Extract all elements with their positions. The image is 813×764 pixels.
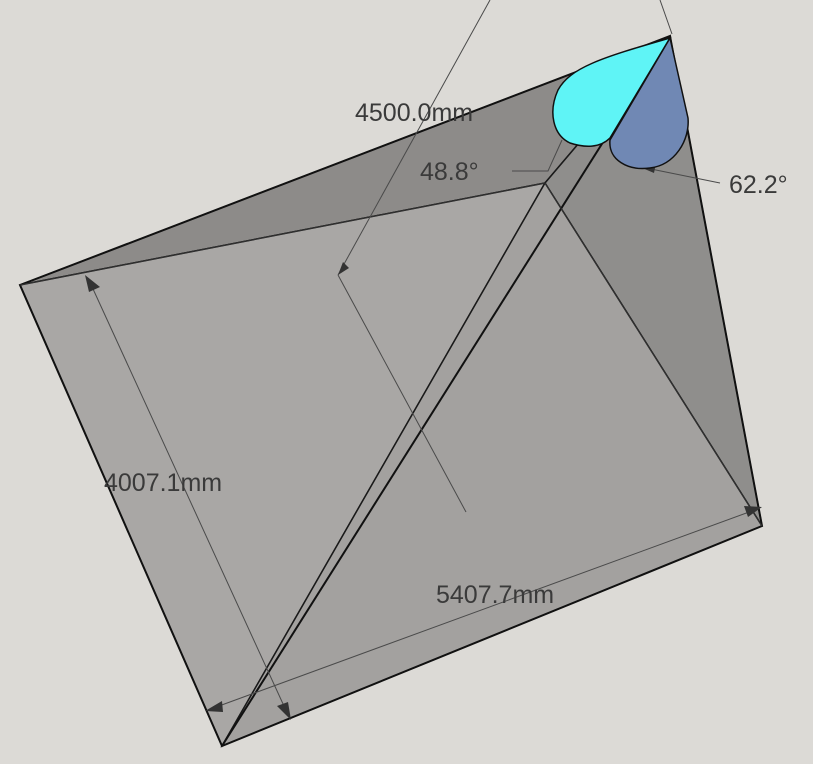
angle-a-leader xyxy=(512,139,563,172)
angle-a-label: 48.8° xyxy=(420,158,479,186)
diagonal-edge[interactable] xyxy=(221,35,671,747)
protractor-blue-icon[interactable] xyxy=(609,35,689,170)
inner-edge-down xyxy=(544,182,763,527)
protractor-cyan-icon[interactable] xyxy=(552,36,672,148)
angle-b-label: 62.2° xyxy=(729,171,788,199)
bottom-edge-dimension[interactable] xyxy=(205,506,762,712)
inner-edge-left xyxy=(19,182,546,286)
left-edge-dimension-label: 4007.1mm xyxy=(104,469,222,497)
left-edge-dimension[interactable] xyxy=(85,275,291,720)
bottom-edge-dimension-label: 5407.7mm xyxy=(436,581,554,609)
depth-dimension-label: 4500.0mm xyxy=(355,99,473,127)
depth-dimension[interactable] xyxy=(337,0,673,513)
